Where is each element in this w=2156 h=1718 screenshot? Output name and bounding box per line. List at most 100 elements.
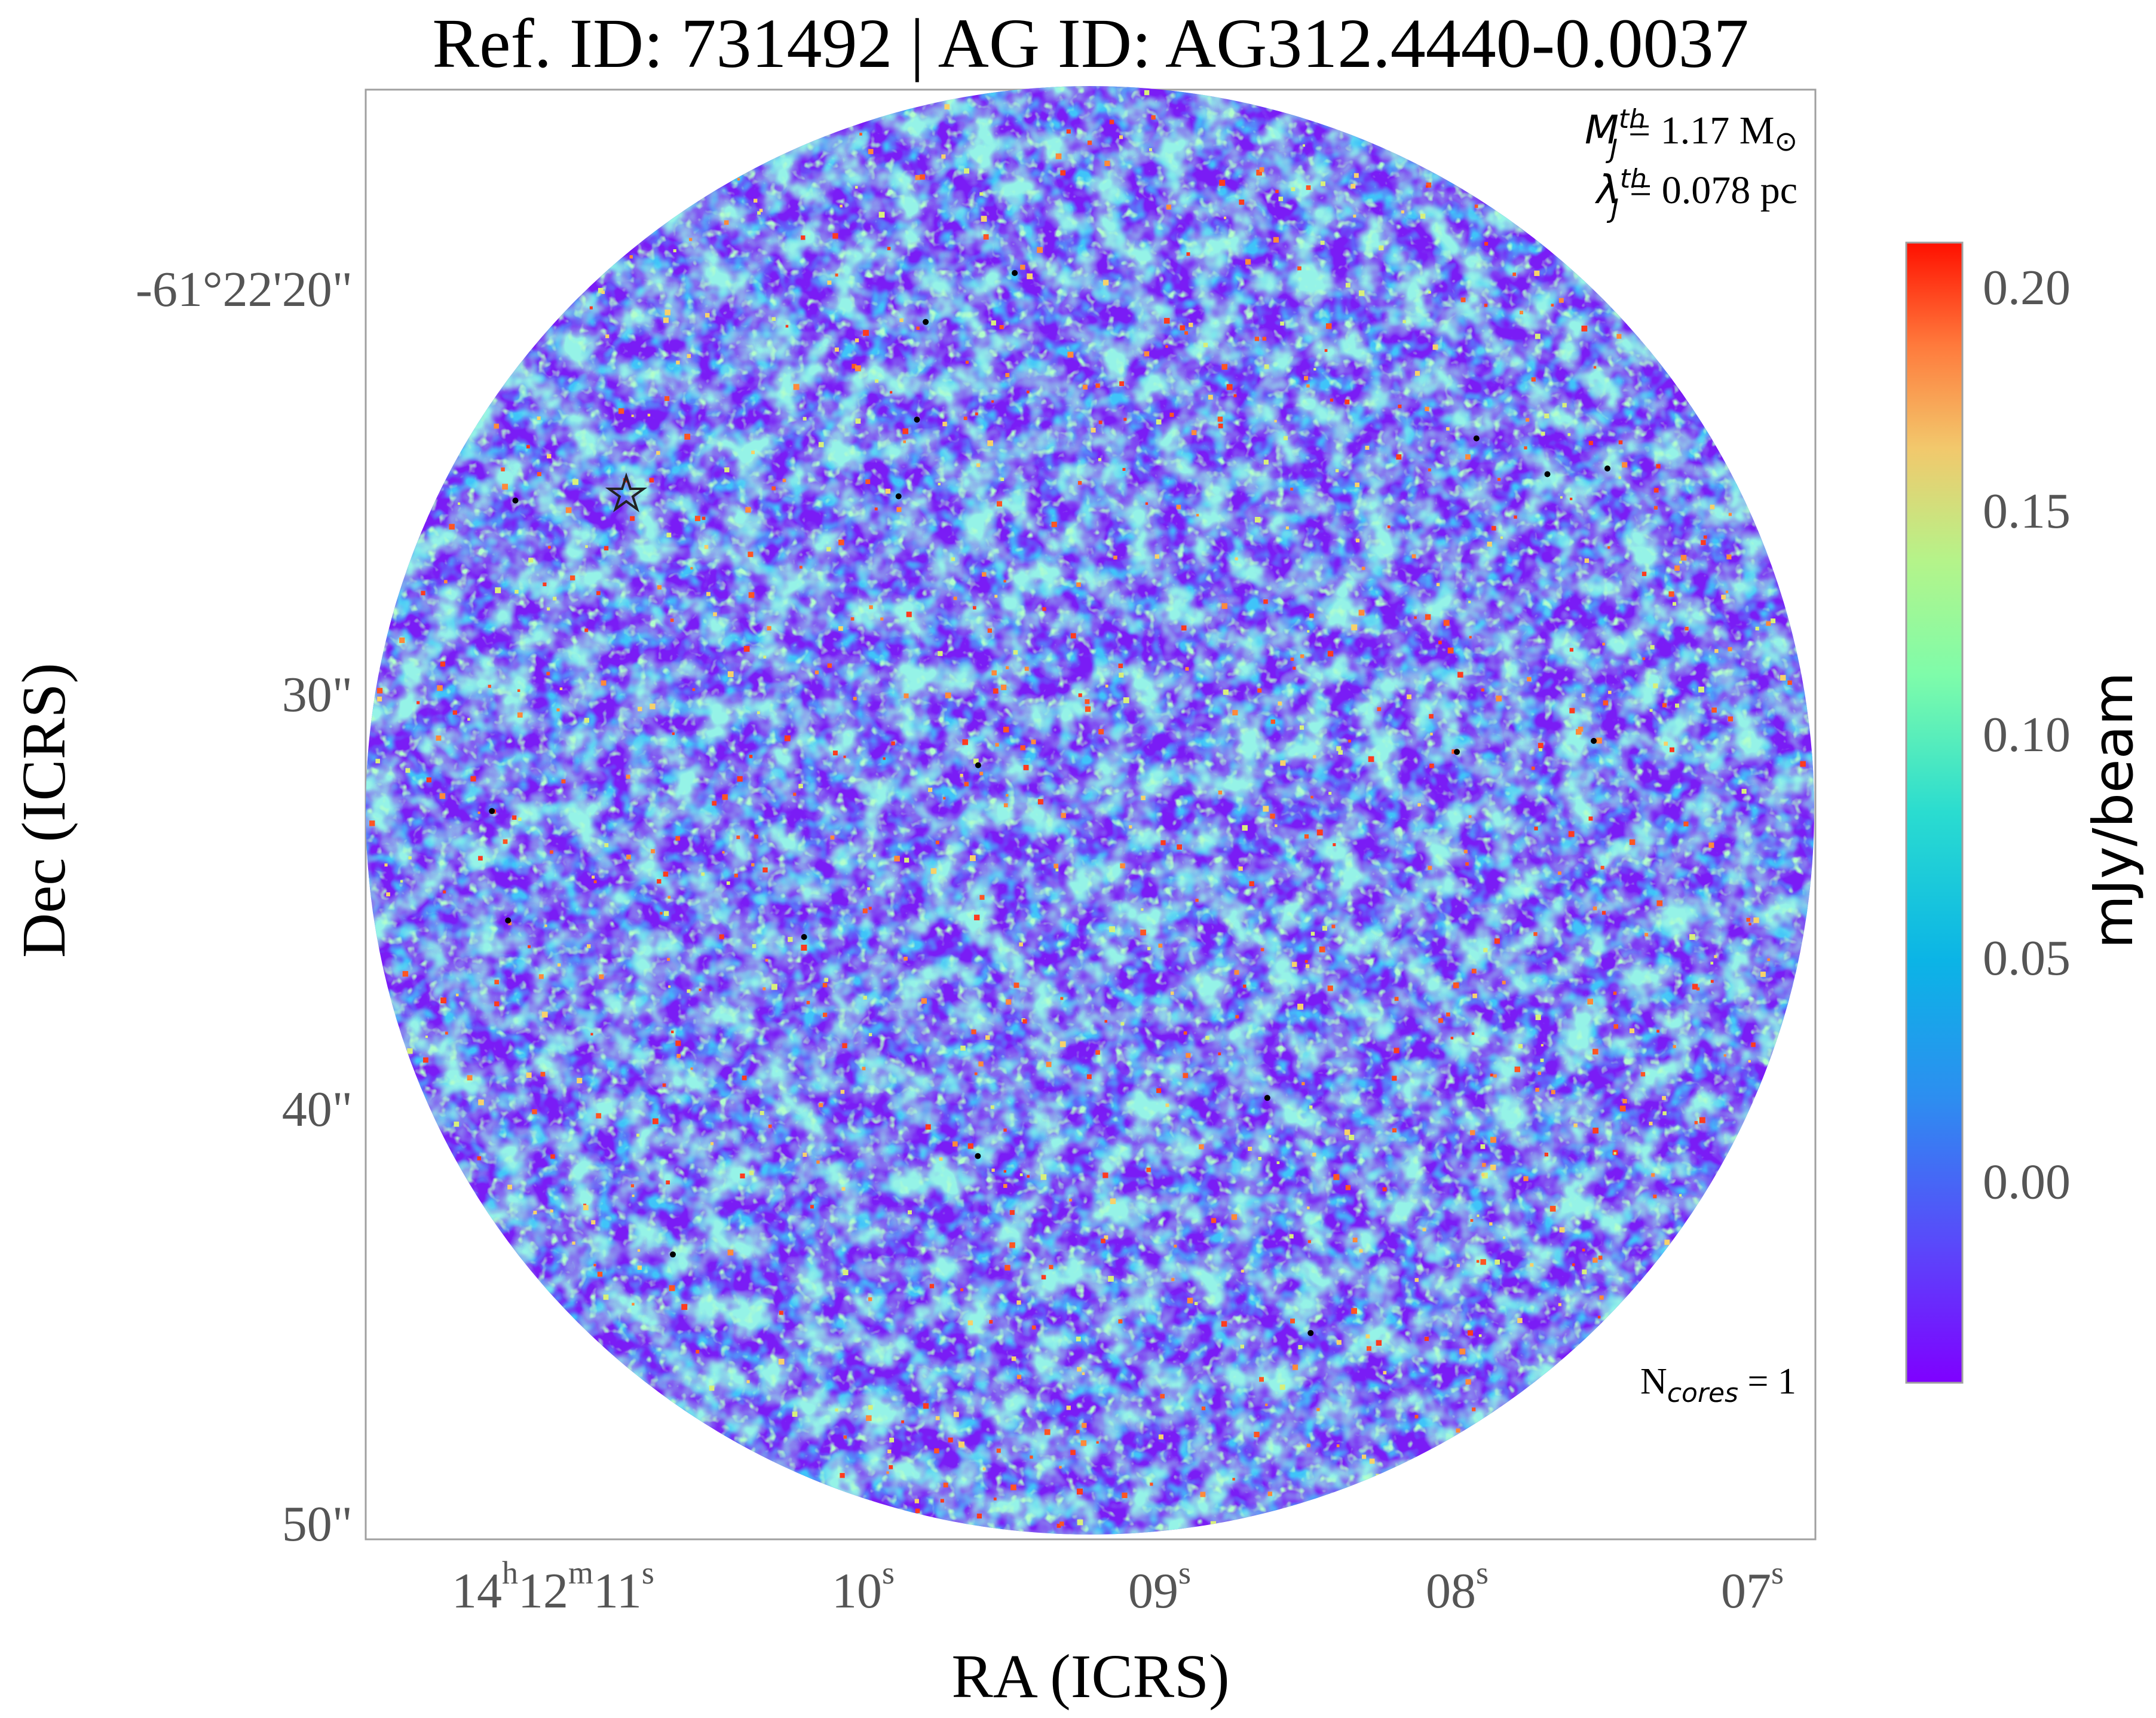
bright-pixel (1517, 1318, 1523, 1324)
bright-pixel (1176, 504, 1181, 510)
bright-pixel (1275, 824, 1278, 828)
bright-pixel (1330, 398, 1333, 402)
bright-pixel (1500, 536, 1503, 539)
bright-pixel (400, 880, 403, 883)
bright-pixel (664, 310, 670, 316)
bright-pixel (1472, 1407, 1476, 1411)
bright-pixel (891, 741, 895, 746)
bright-pixel (1044, 1429, 1051, 1435)
bright-pixel (1200, 1492, 1206, 1497)
bright-pixel (1309, 1105, 1313, 1109)
bright-pixel (1694, 1121, 1698, 1125)
bright-pixel (935, 840, 939, 844)
bright-pixel (1098, 729, 1104, 734)
bright-pixel (692, 688, 696, 691)
bright-pixel (826, 547, 831, 552)
bright-pixel (1685, 626, 1689, 631)
bright-pixel (916, 326, 920, 330)
bright-pixel (618, 408, 624, 414)
bright-pixel (1662, 703, 1667, 708)
bright-pixel (1304, 376, 1309, 381)
bright-pixel (727, 1250, 734, 1255)
bright-pixel (1158, 944, 1163, 948)
bright-pixel (1490, 1165, 1496, 1171)
bright-pixel (1588, 440, 1593, 445)
bright-pixel (985, 1035, 990, 1040)
bright-pixel (1362, 1454, 1367, 1459)
bright-pixel (1402, 320, 1406, 323)
bright-pixel (752, 944, 757, 948)
bright-pixel (746, 1380, 750, 1383)
bright-pixel (1420, 213, 1426, 219)
bright-pixel (375, 758, 380, 764)
bright-pixel (1520, 311, 1523, 314)
bright-pixel (713, 612, 717, 617)
bright-pixel (1365, 445, 1370, 450)
bright-pixel (1569, 648, 1573, 652)
bright-pixel (940, 1499, 944, 1503)
bright-pixel (1020, 265, 1025, 270)
bright-pixel (889, 1465, 893, 1469)
bright-pixel (1465, 454, 1471, 460)
bright-pixel (1218, 423, 1223, 428)
bright-pixel (544, 924, 547, 927)
bright-pixel (921, 998, 927, 1004)
bright-pixel (1060, 997, 1064, 1000)
bright-pixel (1476, 1260, 1480, 1263)
bright-pixel (771, 486, 776, 491)
bright-pixel (384, 863, 388, 867)
bright-pixel (537, 416, 541, 420)
bright-pixel (547, 454, 552, 459)
bright-pixel (960, 1045, 966, 1051)
bright-pixel (823, 1012, 828, 1017)
bright-pixel (1541, 1044, 1544, 1047)
bright-pixel (1333, 843, 1336, 847)
bright-pixel (699, 988, 702, 991)
bright-pixel (1558, 1303, 1561, 1306)
bright-pixel (456, 993, 459, 997)
bright-pixel (1456, 1264, 1460, 1267)
bright-pixel (572, 479, 578, 485)
bright-pixel (667, 896, 671, 899)
bright-pixel (863, 330, 869, 336)
dark-pixel (801, 934, 807, 940)
bright-pixel (1675, 703, 1679, 708)
bright-pixel (1490, 1137, 1496, 1143)
bright-pixel (1383, 1371, 1387, 1374)
bright-pixel (934, 1448, 939, 1454)
bright-pixel (1192, 430, 1197, 436)
bright-pixel (1465, 862, 1469, 866)
bright-pixel (1502, 981, 1506, 985)
bright-pixel (1481, 1173, 1485, 1177)
bright-pixel (1460, 297, 1466, 302)
bright-pixel (855, 418, 861, 424)
bright-pixel (883, 757, 886, 760)
bright-pixel (978, 1061, 984, 1067)
bright-pixel (1122, 1492, 1128, 1498)
bright-pixel (638, 706, 642, 712)
bright-pixel (1336, 1444, 1340, 1447)
bright-pixel (1151, 115, 1156, 120)
bright-pixel (908, 1210, 912, 1215)
bright-pixel (1285, 526, 1289, 529)
bright-pixel (1009, 1210, 1015, 1215)
bright-pixel (1468, 1330, 1473, 1336)
bright-pixel (1146, 1168, 1151, 1172)
bright-pixel (993, 688, 999, 694)
bright-pixel (971, 1029, 976, 1034)
bright-pixel (1037, 799, 1043, 805)
bright-pixel (1020, 745, 1025, 751)
bright-pixel (878, 212, 885, 218)
bright-pixel (1274, 419, 1277, 422)
bright-pixel (868, 1033, 872, 1037)
bright-pixel (865, 479, 871, 484)
x-tick-label: 10s (832, 1555, 895, 1619)
bright-pixel (914, 1499, 919, 1503)
bright-pixel (1290, 1318, 1295, 1324)
bright-pixel (1490, 1073, 1493, 1077)
bright-pixel (1581, 693, 1585, 697)
bright-pixel (967, 1143, 973, 1149)
bright-pixel (589, 306, 593, 310)
bright-pixel (749, 755, 753, 758)
dark-pixel (1604, 466, 1610, 471)
